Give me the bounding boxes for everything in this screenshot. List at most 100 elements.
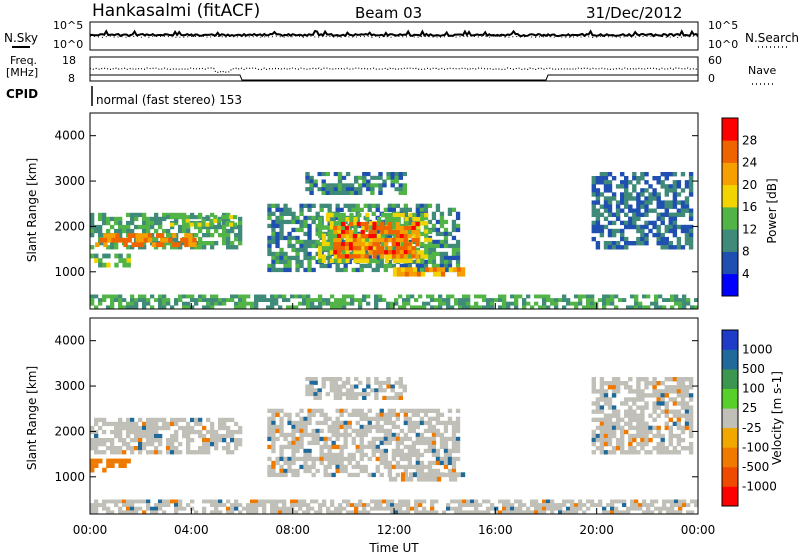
heatmap-cell (624, 180, 629, 185)
heatmap-cell (636, 441, 641, 447)
heatmap-cell (415, 203, 420, 208)
heatmap-cell (455, 440, 461, 446)
heatmap-cell (636, 224, 641, 230)
heatmap-cell (130, 450, 135, 455)
heatmap-cell (286, 305, 291, 310)
heatmap-cell (582, 294, 587, 299)
heatmap-cell (329, 380, 335, 385)
heatmap-cell (305, 377, 310, 382)
heatmap-cell (305, 179, 310, 184)
heatmap-cell (98, 228, 103, 234)
heatmap-cell (283, 259, 288, 265)
heatmap-cell (456, 267, 462, 273)
heatmap-cell (578, 301, 583, 306)
heatmap-cell (656, 389, 661, 394)
heatmap-cell (182, 429, 187, 435)
heatmap-cell (319, 456, 324, 462)
heatmap-cell (530, 499, 535, 504)
heatmap-cell (660, 245, 665, 250)
heatmap-cell (648, 228, 653, 234)
heatmap-cell (632, 208, 637, 213)
heatmap-cell (321, 384, 326, 389)
heatmap-cell (295, 259, 300, 265)
heatmap-cell (630, 506, 635, 511)
heatmap-cell (222, 438, 227, 443)
heatmap-cell (603, 429, 609, 435)
heatmap-cell (154, 446, 159, 451)
heatmap-cell (372, 254, 377, 259)
heatmap-cell (327, 452, 332, 458)
heatmap-cell (127, 233, 132, 238)
heatmap-cell (102, 438, 107, 443)
heatmap-cell (668, 385, 673, 390)
heatmap-cell (374, 301, 379, 306)
heatmap-cell (654, 499, 659, 504)
heatmap-cell (118, 446, 123, 451)
heatmap-cell (430, 305, 435, 310)
heatmap-cell (379, 263, 384, 269)
noise-panel-frame (89, 21, 699, 51)
heatmap-cell (367, 444, 372, 450)
heatmap-cell (114, 425, 119, 431)
heatmap-cell (374, 183, 379, 188)
heatmap-cell (357, 258, 362, 264)
heatmap-cell (341, 250, 346, 255)
heatmap-cell (329, 225, 334, 230)
heatmap-cell (202, 241, 207, 246)
heatmap-cell (359, 416, 364, 421)
heatmap-cell (611, 196, 617, 201)
heatmap-cell (383, 448, 388, 454)
heatmap-cell (330, 301, 335, 306)
heatmap-cell (634, 301, 639, 306)
colorbar-tick-label: -500 (742, 460, 769, 474)
heatmap-cell (182, 301, 187, 306)
heatmap-cell (618, 499, 623, 504)
heatmap-cell (652, 176, 657, 181)
heatmap-cell (282, 294, 287, 299)
heatmap-cell (218, 301, 223, 306)
heatmap-region (90, 458, 131, 473)
heatmap-cell (684, 224, 690, 230)
heatmap-cell (315, 239, 320, 245)
heatmap-cell (415, 211, 420, 216)
heatmap-cell (407, 428, 412, 434)
heatmap-cell (267, 239, 272, 245)
heatmap-cell (307, 440, 312, 446)
heatmap-cell (342, 301, 347, 306)
heatmap-cell (267, 243, 272, 249)
heatmap-cell (644, 429, 649, 435)
heatmap-cell (431, 468, 437, 474)
heatmap-cell (366, 301, 371, 306)
heatmap-cell (299, 247, 304, 253)
heatmap-cell (672, 188, 678, 193)
heatmap-cell (358, 183, 363, 188)
heatmap-cell (644, 208, 649, 213)
heatmap-cell (367, 263, 372, 269)
heatmap-cell (482, 294, 487, 299)
heatmap-cell (380, 238, 385, 243)
heatmap-cell (383, 460, 388, 466)
heatmap-cell (313, 388, 318, 393)
heatmap-cell (348, 221, 354, 227)
heatmap-cell (337, 234, 342, 239)
heatmap-cell (178, 442, 183, 447)
heatmap-cell (142, 294, 147, 299)
heatmap-cell (674, 301, 679, 306)
heatmap-cell (358, 503, 363, 507)
heatmap-cell (676, 393, 682, 398)
heatmap-cell (319, 207, 324, 212)
heatmap-cell (688, 417, 694, 422)
heatmap-cell (369, 258, 374, 264)
heatmap-cell (353, 250, 358, 255)
heatmap-cell (299, 432, 304, 438)
heatmap-cell (226, 298, 231, 302)
heatmap-cell (370, 175, 375, 180)
heatmap-cell (650, 503, 655, 507)
heatmap-cell (676, 437, 682, 443)
heatmap-cell (309, 190, 314, 195)
heatmap-cell (640, 236, 645, 242)
heatmap-cell (353, 217, 358, 222)
heatmap-cell (628, 446, 633, 451)
heatmap-cell (435, 408, 441, 413)
